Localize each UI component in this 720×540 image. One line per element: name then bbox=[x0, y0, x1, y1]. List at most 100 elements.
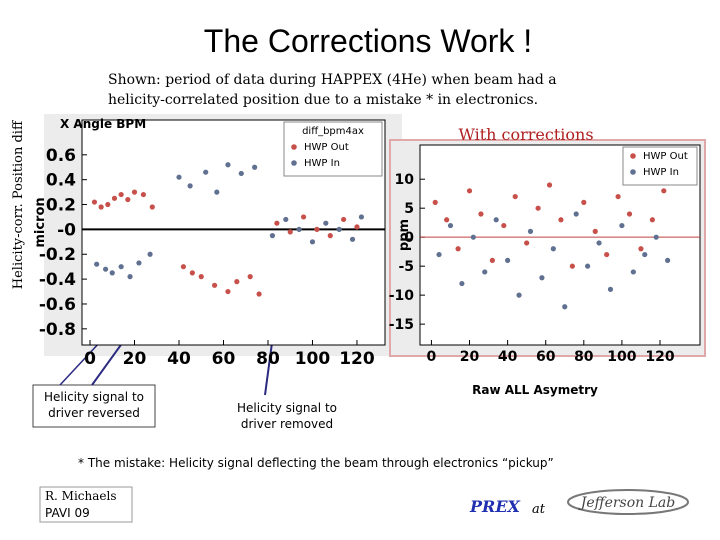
point bbox=[296, 226, 302, 232]
y-tick-label: 5 bbox=[404, 201, 414, 217]
point bbox=[105, 201, 111, 208]
intro-line: Shown: period of data during HAPPEX (4He… bbox=[108, 72, 557, 88]
x-tick-label: 120 bbox=[645, 349, 674, 365]
point bbox=[546, 182, 553, 188]
point bbox=[539, 275, 545, 281]
point bbox=[180, 264, 187, 270]
point bbox=[516, 292, 522, 298]
point bbox=[619, 222, 625, 229]
point bbox=[615, 193, 621, 200]
y-tick-label: -0.4 bbox=[39, 270, 76, 290]
point bbox=[327, 233, 333, 239]
callout-text: Helicity signal to bbox=[44, 390, 144, 404]
point bbox=[607, 286, 614, 292]
x-tick-label: 0 bbox=[427, 349, 437, 365]
slide-title: The Corrections Work ! bbox=[204, 23, 532, 59]
venue: PAVI 09 bbox=[45, 506, 90, 520]
point bbox=[527, 228, 534, 234]
legend-label: HWP Out bbox=[643, 151, 688, 162]
x-tick-label: 100 bbox=[607, 349, 636, 365]
point bbox=[436, 251, 442, 258]
point bbox=[234, 279, 240, 285]
point bbox=[274, 220, 280, 226]
point bbox=[247, 274, 253, 280]
y-tick-label: 0.4 bbox=[46, 171, 76, 191]
point bbox=[550, 246, 556, 252]
point bbox=[459, 280, 465, 287]
point bbox=[482, 269, 488, 275]
point bbox=[109, 270, 115, 276]
point bbox=[626, 211, 633, 217]
point bbox=[102, 266, 109, 272]
x-tick-label: 80 bbox=[256, 349, 280, 369]
point bbox=[314, 226, 320, 232]
point bbox=[252, 164, 258, 170]
point bbox=[147, 251, 153, 257]
point bbox=[638, 246, 644, 252]
y-axis-label: ppm bbox=[397, 219, 412, 251]
x-tick-label: 0 bbox=[84, 349, 96, 369]
author: R. Michaels bbox=[45, 489, 117, 503]
point bbox=[358, 214, 365, 220]
y-tick-label: 0 bbox=[404, 230, 414, 246]
point bbox=[512, 193, 518, 200]
author-box bbox=[39, 486, 133, 523]
point bbox=[444, 217, 450, 223]
legend-box bbox=[622, 146, 698, 186]
point bbox=[203, 169, 209, 175]
point bbox=[98, 204, 104, 210]
y-tick-label: -0.2 bbox=[39, 245, 76, 265]
x-tick-label: 80 bbox=[574, 349, 594, 365]
point bbox=[127, 274, 133, 280]
chart-title: X Angle BPM bbox=[60, 117, 146, 131]
at-text: at bbox=[532, 502, 546, 517]
point bbox=[149, 204, 155, 210]
x-tick-label: 60 bbox=[212, 349, 236, 369]
point bbox=[94, 261, 100, 267]
y-axis-label: micron bbox=[33, 197, 48, 247]
point bbox=[573, 211, 579, 217]
point bbox=[198, 274, 204, 280]
point bbox=[489, 257, 495, 263]
point bbox=[354, 224, 360, 230]
point bbox=[225, 162, 231, 168]
point bbox=[211, 282, 218, 288]
point bbox=[111, 195, 118, 201]
point bbox=[131, 189, 138, 195]
point bbox=[341, 216, 347, 223]
y-tick-label: -0.8 bbox=[39, 320, 76, 340]
point bbox=[214, 189, 220, 195]
legend-marker bbox=[630, 169, 636, 175]
point bbox=[187, 183, 193, 189]
point bbox=[569, 263, 575, 269]
point bbox=[269, 233, 276, 239]
legend-label: HWP In bbox=[643, 167, 679, 178]
x-tick-label: 120 bbox=[339, 349, 375, 369]
y-tick-label: 0.2 bbox=[46, 195, 76, 215]
legend-marker bbox=[291, 144, 297, 150]
point bbox=[596, 240, 602, 246]
point bbox=[592, 228, 598, 234]
chart-title: With corrections bbox=[458, 125, 593, 144]
point bbox=[300, 214, 307, 220]
point bbox=[432, 199, 438, 205]
side-label: Helicity-corr. Position diff bbox=[11, 119, 26, 289]
y-tick-label: 10 bbox=[395, 172, 415, 188]
point bbox=[349, 236, 356, 242]
point bbox=[661, 188, 667, 194]
point bbox=[585, 263, 591, 269]
point bbox=[455, 246, 461, 252]
footnote: * The mistake: Helicity signal deflectin… bbox=[78, 456, 554, 470]
point bbox=[558, 217, 564, 223]
plot-frame bbox=[81, 119, 386, 346]
point bbox=[535, 205, 541, 211]
point bbox=[604, 251, 610, 258]
point bbox=[287, 229, 293, 235]
callout-text: driver reversed bbox=[48, 406, 140, 420]
x-tick-label: 40 bbox=[167, 349, 191, 369]
legend-title: diff_bpm4ax bbox=[302, 126, 364, 137]
point bbox=[225, 288, 231, 295]
point bbox=[493, 217, 499, 223]
experiment: PREX bbox=[469, 497, 521, 516]
